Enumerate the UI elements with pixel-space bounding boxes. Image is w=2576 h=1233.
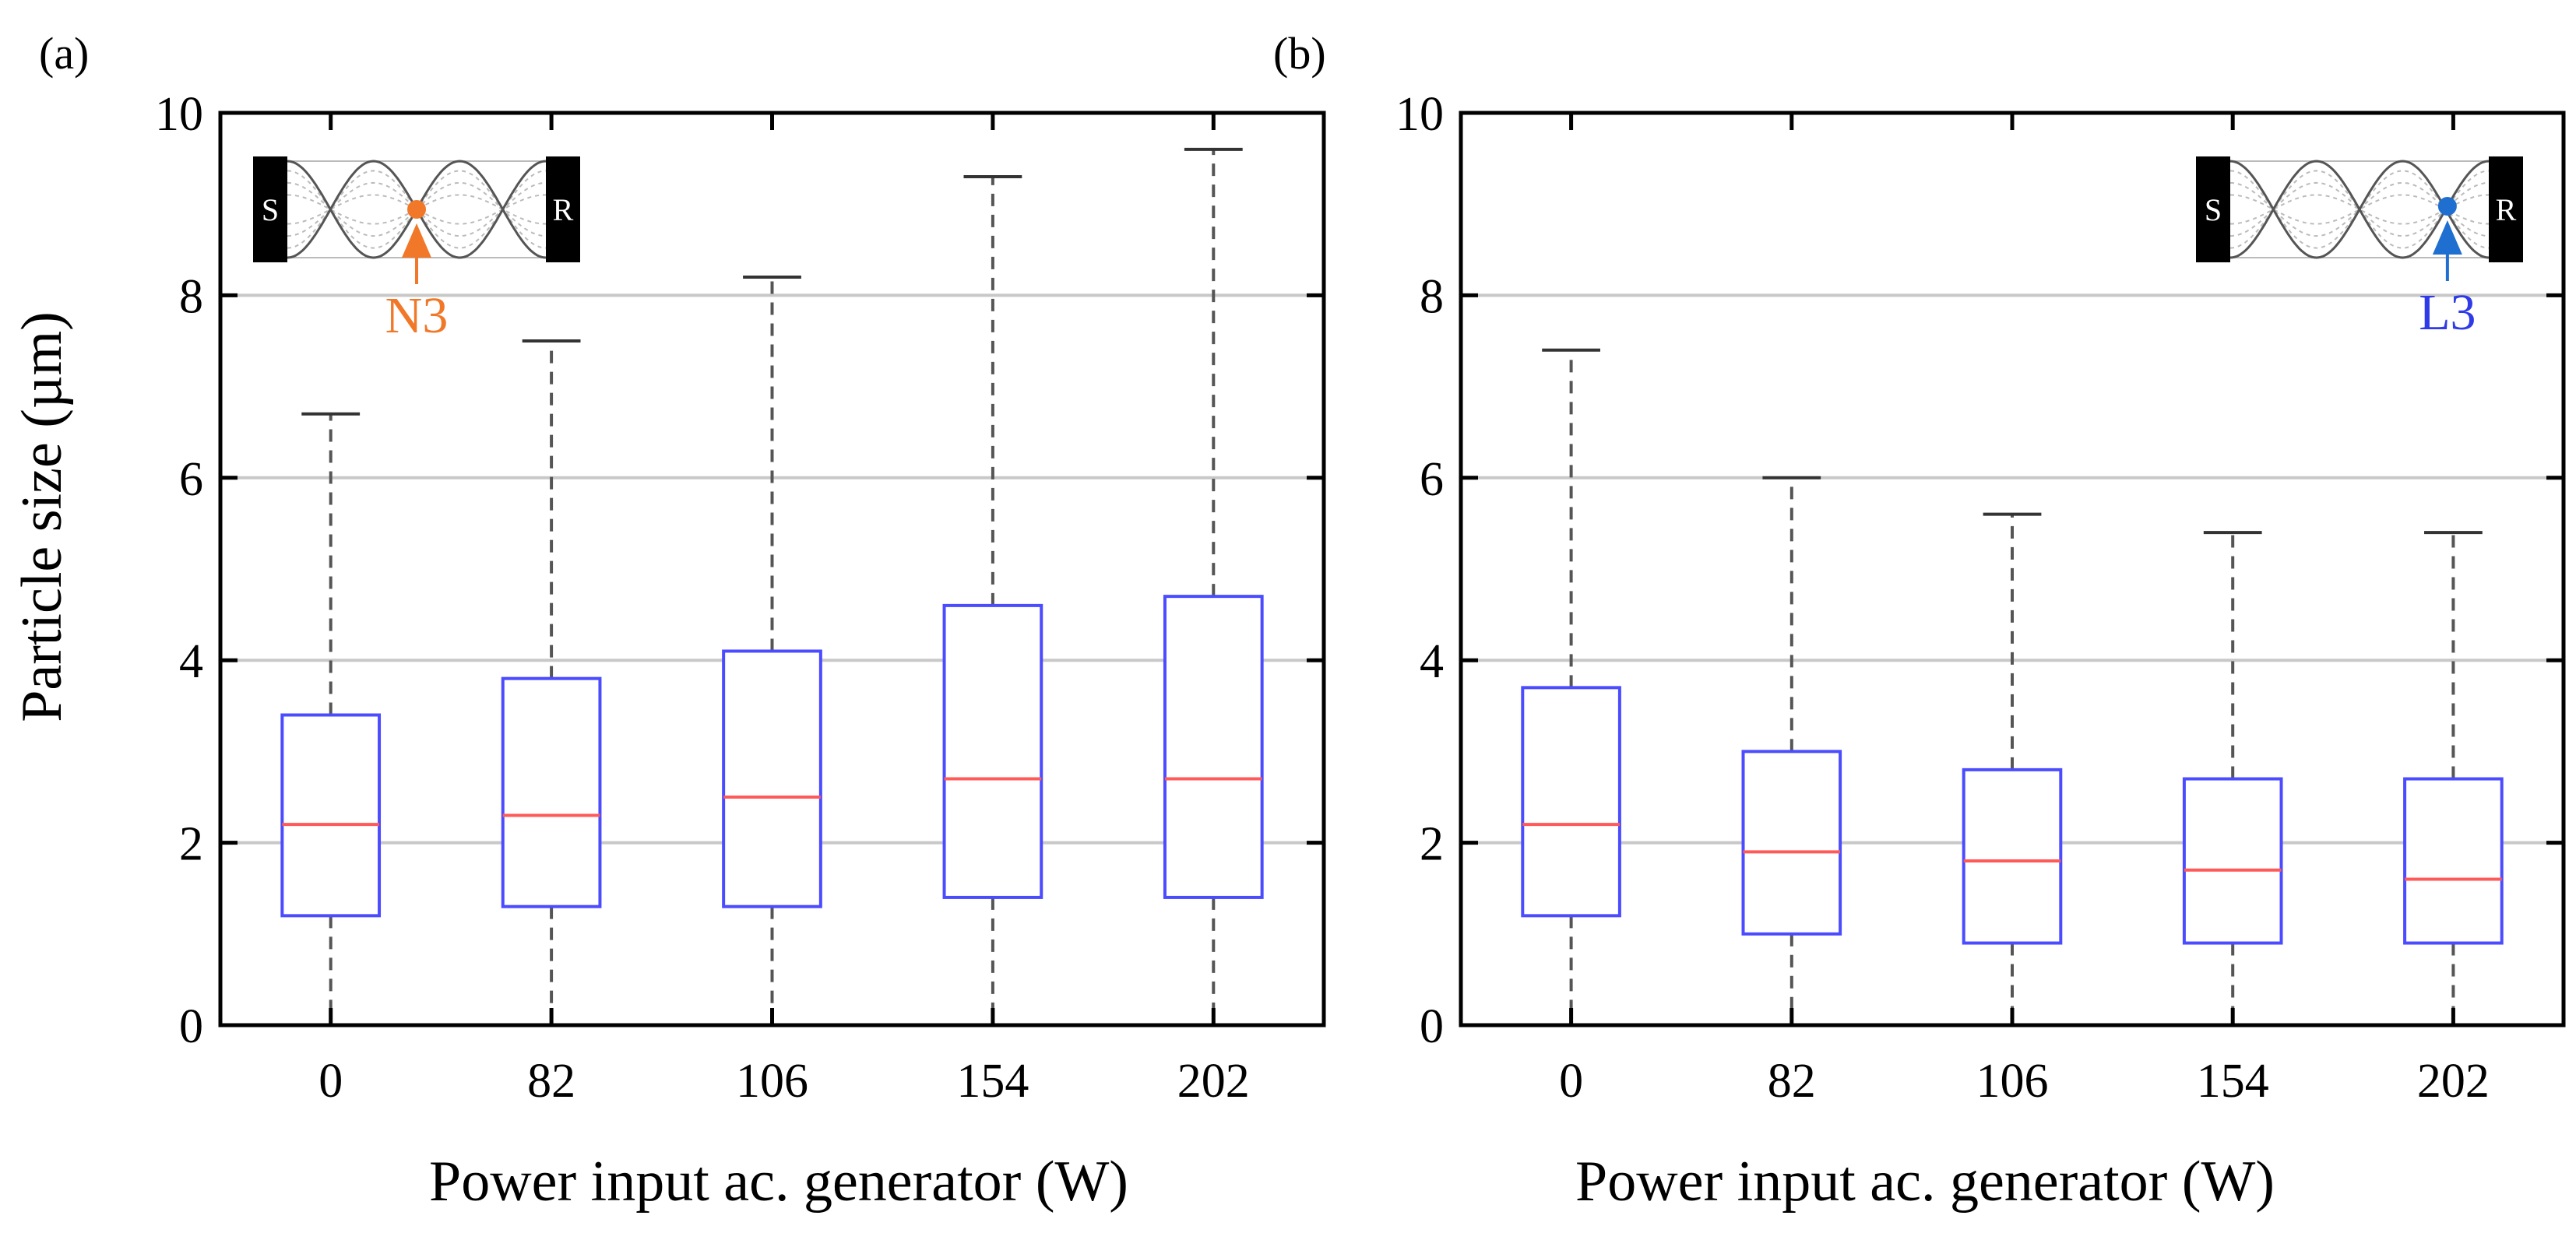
panel-b-source-transducer xyxy=(2196,156,2230,262)
panel-a-x-tick-label: 106 xyxy=(736,1055,808,1108)
panel-b-box xyxy=(1521,686,1621,918)
panel-a-y-tick-label: 8 xyxy=(179,270,203,323)
panel-b-box xyxy=(1741,750,1842,936)
panel-b-x-tick-label: 82 xyxy=(1768,1055,1816,1108)
panel-b-source-label: S xyxy=(2205,192,2222,227)
panel-b-box xyxy=(2403,777,2504,945)
panel-b-x-tick-label: 106 xyxy=(1976,1055,2049,1108)
panel-b-inset: S R L3 xyxy=(2196,156,2523,341)
panel-a-x-tick-label: 0 xyxy=(318,1055,343,1108)
panel-a-marker-arrow-icon xyxy=(402,223,431,258)
panel-b-plot: 0 2 4 6 8 10 0 82 106 154 202 S R L3 xyxy=(1395,88,2566,1108)
panel-a: (a) Particle size (µm) Power input ac. g… xyxy=(10,28,1326,1214)
panel-a-plot: 0 2 4 6 8 10 0 82 106 154 202 S R N3 xyxy=(155,88,1326,1108)
panel-a-x-axis-label: Power input ac. generator (W) xyxy=(429,1150,1128,1214)
panel-a-y-axis-label: Particle size (µm) xyxy=(10,311,74,722)
panel-b-label: (b) xyxy=(1273,28,1326,79)
panel-b-box xyxy=(2182,777,2283,945)
panel-a-y-tick-label: 6 xyxy=(179,453,203,506)
panel-a-box xyxy=(722,649,822,908)
panel-b-box xyxy=(1962,768,2063,945)
panel-b-y-tick-label: 8 xyxy=(1420,270,1444,323)
panel-a-marker-label: N3 xyxy=(385,287,449,344)
panel-a-x-tick-label: 154 xyxy=(956,1055,1029,1108)
panel-a-y-tick-label: 4 xyxy=(179,635,203,688)
panel-a-label: (a) xyxy=(39,28,89,79)
panel-a-x-tick-label: 82 xyxy=(527,1055,575,1108)
panel-b: (b) Power input ac. generator (W) 0 2 4 6 8 1… xyxy=(1273,28,2566,1214)
panel-a-box xyxy=(942,603,1043,899)
panel-a-source-transducer xyxy=(253,156,287,262)
panel-a-x-tick-label: 202 xyxy=(1177,1055,1250,1108)
panel-b-y-tick-label: 0 xyxy=(1420,1000,1444,1053)
panel-a-box xyxy=(280,713,382,918)
panel-b-y-tick-label: 2 xyxy=(1420,818,1444,871)
panel-b-x-tick-label: 0 xyxy=(1559,1055,1583,1108)
panel-b-reflector xyxy=(2489,156,2523,262)
panel-a-y-tick-label: 0 xyxy=(179,1000,203,1053)
panel-b-x-tick-label: 202 xyxy=(2417,1055,2490,1108)
panel-b-marker-dot xyxy=(2437,197,2457,216)
panel-b-y-tick-label: 10 xyxy=(1395,88,1444,141)
panel-b-reflector-label: R xyxy=(2496,192,2517,227)
panel-a-y-tick-label: 10 xyxy=(155,88,203,141)
panel-b-marker-arrow-icon xyxy=(2432,220,2462,255)
panel-a-reflector xyxy=(546,156,580,262)
panel-a-box xyxy=(1163,595,1264,899)
panel-a-inset: S R N3 xyxy=(253,156,580,344)
panel-b-marker-label: L3 xyxy=(2419,284,2476,341)
panel-b-x-tick-label: 154 xyxy=(2197,1055,2269,1108)
panel-a-marker-dot xyxy=(407,200,426,219)
panel-b-y-tick-label: 4 xyxy=(1420,635,1444,688)
panel-a-source-label: S xyxy=(262,192,279,227)
panel-a-reflector-label: R xyxy=(553,192,574,227)
panel-b-y-tick-label: 6 xyxy=(1420,453,1444,506)
panel-a-box xyxy=(501,676,602,908)
panel-b-x-axis-label: Power input ac. generator (W) xyxy=(1575,1150,2275,1214)
panel-a-y-tick-label: 2 xyxy=(179,818,203,871)
